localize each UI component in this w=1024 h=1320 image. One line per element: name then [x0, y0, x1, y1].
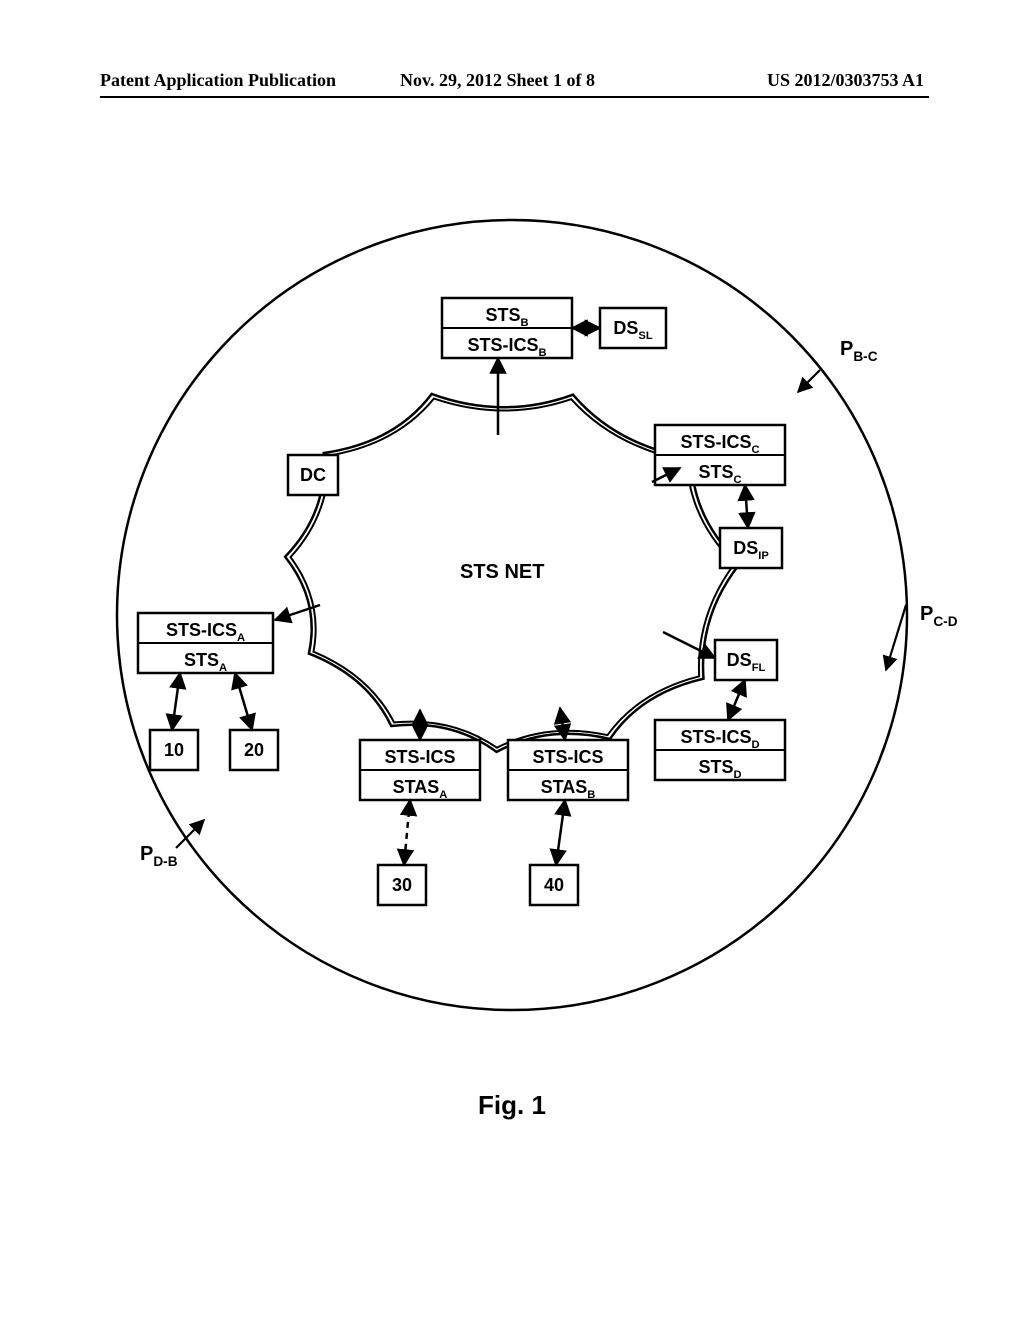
node-DS_IP: DSIP	[720, 528, 782, 568]
svg-text:20: 20	[244, 740, 264, 760]
p-label-2: PD-B	[140, 843, 178, 869]
figure-1: STS NET DC STSBSTS-ICSB DSSL STS-ICSCSTSC DSI…	[80, 200, 944, 1060]
node-N20: 20	[230, 730, 278, 770]
svg-text:STS-ICS: STS-ICS	[384, 747, 455, 767]
node-N10: 10	[150, 730, 198, 770]
header-right: US 2012/0303753 A1	[767, 70, 924, 91]
svg-text:40: 40	[544, 875, 564, 895]
header-center: Nov. 29, 2012 Sheet 1 of 8	[400, 70, 595, 91]
node-STS_D: STS-ICSDSTSD	[655, 720, 785, 781]
header-left: Patent Application Publication	[100, 70, 336, 91]
svg-text:STS-ICS: STS-ICS	[532, 747, 603, 767]
svg-text:30: 30	[392, 875, 412, 895]
node-N40: 40	[530, 865, 578, 905]
node-DC: DC	[288, 455, 338, 495]
node-STAS_A: STS-ICSSTASA	[360, 740, 480, 801]
node-STS_A: STS-ICSASTSA	[138, 613, 273, 674]
diagram-svg: STS NET DC STSBSTS-ICSB DSSL STS-ICSCSTSC DSI…	[80, 200, 944, 1060]
node-STAS_B: STS-ICSSTASB	[508, 740, 628, 801]
header-separator	[100, 96, 929, 98]
node-DS_SL: DSSL	[600, 308, 666, 348]
node-DS_FL: DSFL	[715, 640, 777, 680]
node-N30: 30	[378, 865, 426, 905]
p-label-1: PC-D	[920, 603, 958, 629]
node-STS_B: STSBSTS-ICSB	[442, 298, 572, 359]
figure-caption: Fig. 1	[0, 1090, 1024, 1121]
p-label-0: PB-C	[840, 338, 878, 364]
cloud-label: STS NET	[460, 561, 544, 583]
svg-text:10: 10	[164, 740, 184, 760]
node-STS_C: STS-ICSCSTSC	[655, 425, 785, 486]
svg-text:DC: DC	[300, 465, 326, 485]
